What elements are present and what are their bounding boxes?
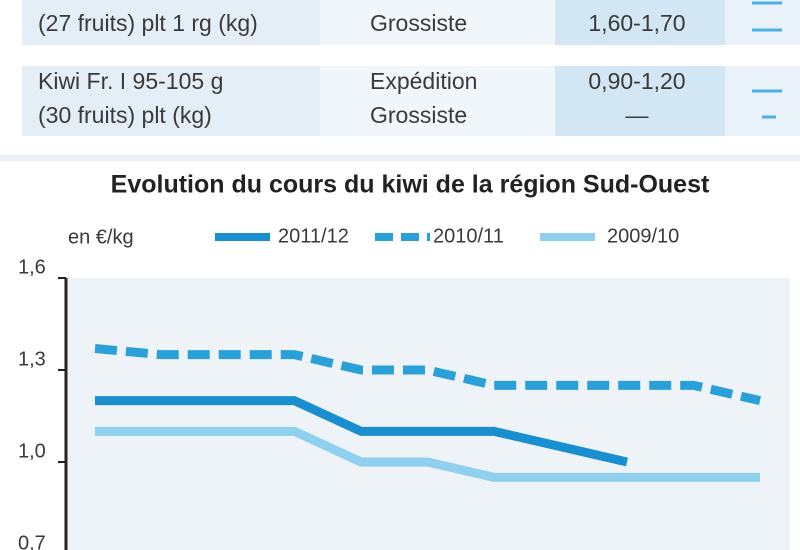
cell-bg bbox=[555, 66, 725, 136]
cell-text: Kiwi Fr. I 95-105 g bbox=[38, 68, 223, 94]
cell-text: Grossiste bbox=[370, 102, 467, 128]
cell-bg bbox=[555, 0, 725, 45]
legend-label: 2011/12 bbox=[278, 225, 349, 247]
legend-label: 2010/11 bbox=[433, 225, 504, 247]
y-tick-label: 1,6 bbox=[18, 256, 46, 278]
y-tick-label: 1,3 bbox=[18, 348, 46, 370]
separator bbox=[0, 155, 800, 161]
series-line bbox=[95, 396, 629, 467]
cell-bg bbox=[22, 66, 320, 136]
cell-text: (27 fruits) plt 1 rg (kg) bbox=[38, 10, 258, 36]
y-tick-label: 1,0 bbox=[18, 440, 46, 462]
cell-text: 0,90-1,20 bbox=[588, 68, 685, 94]
series-line bbox=[95, 426, 760, 482]
cell-bg bbox=[725, 66, 800, 136]
cell-bg bbox=[320, 0, 555, 45]
arrows bbox=[752, 1, 782, 119]
cell-bg bbox=[725, 0, 800, 45]
legend-label: 2009/10 bbox=[607, 225, 679, 247]
cell-text: (30 fruits) plt (kg) bbox=[38, 102, 212, 128]
cell-bg bbox=[22, 0, 320, 45]
cell-text: Expédition bbox=[370, 68, 477, 94]
cell-text: — bbox=[626, 102, 649, 128]
series-line bbox=[94, 344, 762, 406]
plot-bg bbox=[68, 278, 790, 550]
cell-text: 1,60-1,70 bbox=[588, 10, 685, 36]
y-tick-label: 0,7 bbox=[18, 532, 46, 550]
chart-title: Evolution du cours du kiwi de la région … bbox=[111, 171, 710, 199]
cell-text: Grossiste bbox=[370, 10, 467, 36]
cell-bg bbox=[320, 66, 555, 136]
y-axis-label: en €/kg bbox=[68, 226, 134, 248]
